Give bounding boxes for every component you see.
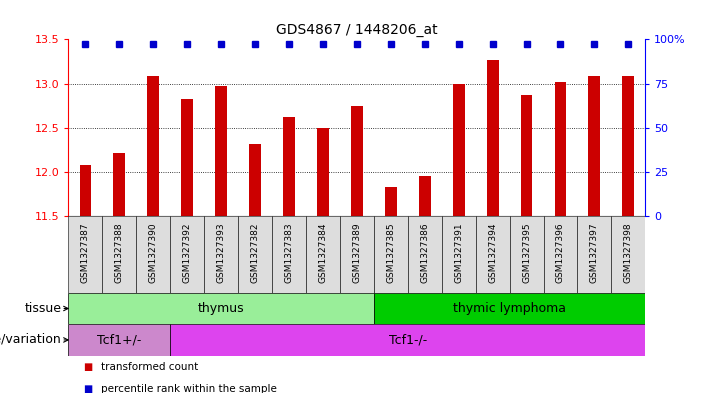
Bar — [510, 216, 544, 293]
Bar — [68, 216, 102, 293]
Text: genotype/variation: genotype/variation — [0, 333, 61, 347]
Bar — [374, 216, 408, 293]
Bar — [340, 216, 374, 293]
Bar — [283, 117, 295, 216]
Bar — [476, 216, 510, 293]
Text: GSM1327398: GSM1327398 — [624, 222, 633, 283]
Bar — [238, 216, 272, 293]
Text: thymic lymphoma: thymic lymphoma — [453, 302, 566, 315]
Text: GSM1327383: GSM1327383 — [285, 222, 293, 283]
Bar — [272, 216, 306, 293]
Text: GSM1327389: GSM1327389 — [353, 222, 361, 283]
Bar — [170, 324, 645, 356]
Bar — [68, 324, 170, 356]
Text: GSM1327385: GSM1327385 — [386, 222, 395, 283]
Bar — [578, 216, 611, 293]
Text: GSM1327382: GSM1327382 — [251, 222, 260, 283]
Bar — [351, 106, 363, 216]
Text: GSM1327388: GSM1327388 — [115, 222, 124, 283]
Bar — [622, 76, 634, 216]
Text: ■: ■ — [83, 384, 92, 393]
Text: GSM1327397: GSM1327397 — [590, 222, 599, 283]
Bar — [170, 216, 204, 293]
Text: GSM1327384: GSM1327384 — [319, 222, 327, 283]
Bar — [102, 216, 136, 293]
Bar — [385, 187, 397, 216]
Bar — [408, 216, 442, 293]
Bar — [68, 293, 374, 324]
Bar — [554, 82, 567, 216]
Bar — [374, 293, 645, 324]
Text: Tcf1-/-: Tcf1-/- — [389, 333, 427, 347]
Text: GSM1327387: GSM1327387 — [81, 222, 90, 283]
Title: GDS4867 / 1448206_at: GDS4867 / 1448206_at — [276, 23, 438, 37]
Bar — [204, 216, 238, 293]
Text: GSM1327394: GSM1327394 — [488, 222, 497, 283]
Text: GSM1327391: GSM1327391 — [454, 222, 463, 283]
Bar — [611, 216, 645, 293]
Text: transformed count: transformed count — [101, 362, 198, 373]
Bar — [216, 86, 227, 216]
Bar — [442, 216, 476, 293]
Text: GSM1327386: GSM1327386 — [420, 222, 429, 283]
Text: Tcf1+/-: Tcf1+/- — [97, 333, 141, 347]
Bar — [79, 165, 92, 216]
Bar — [453, 83, 464, 216]
Text: GSM1327390: GSM1327390 — [149, 222, 158, 283]
Text: GSM1327396: GSM1327396 — [556, 222, 565, 283]
Bar — [181, 99, 193, 216]
Bar — [487, 60, 498, 216]
Bar — [588, 76, 601, 216]
Bar — [113, 153, 125, 216]
Bar — [147, 76, 159, 216]
Bar — [306, 216, 340, 293]
Text: GSM1327392: GSM1327392 — [182, 222, 192, 283]
Bar — [419, 176, 430, 216]
Bar — [317, 128, 329, 216]
Text: thymus: thymus — [198, 302, 244, 315]
Text: tissue: tissue — [25, 302, 61, 315]
Text: GSM1327393: GSM1327393 — [217, 222, 226, 283]
Bar — [544, 216, 578, 293]
Text: ■: ■ — [83, 362, 92, 373]
Bar — [249, 143, 261, 216]
Bar — [521, 95, 533, 216]
Bar — [136, 216, 170, 293]
Text: percentile rank within the sample: percentile rank within the sample — [101, 384, 277, 393]
Text: GSM1327395: GSM1327395 — [522, 222, 531, 283]
